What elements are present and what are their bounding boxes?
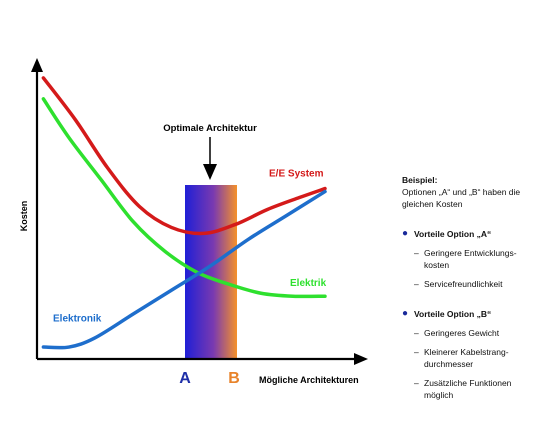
series-label-2: Elektrik xyxy=(290,278,327,289)
option-a-item: – Geringere Entwicklungs-kosten xyxy=(414,248,517,270)
series-line-3 xyxy=(41,189,327,350)
example-panel: Beispiel: Optionen „A“ und „B“ haben die… xyxy=(402,174,538,401)
example-intro: Optionen „A“ und „B“ haben die gleichen … xyxy=(402,187,521,209)
series-line-1 xyxy=(41,76,327,236)
example-heading: Beispiel: xyxy=(402,175,438,185)
y-axis-label: Kosten xyxy=(19,201,29,232)
option-b-item: – Zusätzliche Funktionen möglich xyxy=(414,378,512,400)
optimal-arrow-head xyxy=(203,164,217,180)
option-a-item: – Servicefreundlichkeit xyxy=(414,279,503,289)
option-b-title: ● Vorteile Option „B“ xyxy=(402,308,492,319)
bullet-icon: ● xyxy=(402,308,409,319)
x-axis-arrow xyxy=(354,353,368,365)
marker-b-label: B xyxy=(228,370,240,387)
option-b-item: – Kleinerer Kabelstrang-durchmesser xyxy=(414,347,509,369)
annotation-label: Optimale Architektur xyxy=(163,123,257,134)
x-axis-label: Mögliche Architekturen xyxy=(259,375,359,385)
cost-chart: E/E System Elektrik Elektronik Optimale Ar… xyxy=(19,58,368,387)
marker-a-label: A xyxy=(179,370,191,387)
y-axis-arrow xyxy=(31,58,43,72)
series-label-1: E/E System xyxy=(269,169,324,180)
option-a-title: ● Vorteile Option „A“ xyxy=(402,228,492,239)
series-line-2 xyxy=(41,97,327,299)
bullet-icon: ● xyxy=(402,228,409,239)
series-label-3: Elektronik xyxy=(53,314,102,325)
option-b-item: – Geringeres Gewicht xyxy=(414,328,500,338)
